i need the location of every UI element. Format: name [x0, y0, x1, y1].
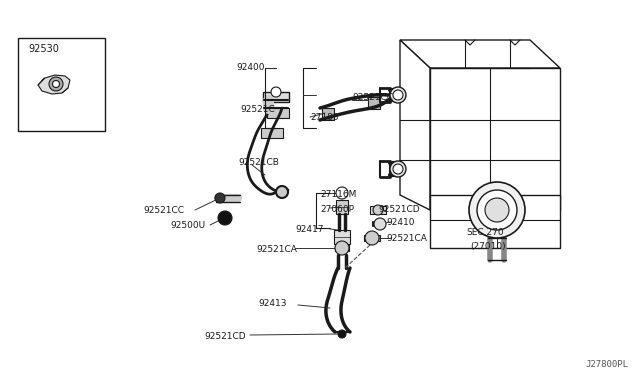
Circle shape — [271, 87, 281, 97]
Bar — [368, 97, 380, 109]
Bar — [322, 108, 334, 120]
Bar — [261, 128, 283, 138]
Text: 92410: 92410 — [386, 218, 415, 227]
Circle shape — [338, 330, 346, 338]
Bar — [334, 230, 350, 244]
Text: (27010): (27010) — [470, 242, 506, 251]
Bar — [370, 206, 386, 214]
Circle shape — [276, 186, 288, 198]
Text: 92521CA: 92521CA — [386, 234, 427, 243]
Text: 27185: 27185 — [310, 113, 339, 122]
Text: 92521CD: 92521CD — [204, 332, 246, 341]
Circle shape — [393, 90, 403, 100]
Text: 92500U: 92500U — [170, 221, 205, 230]
Circle shape — [390, 87, 406, 103]
Text: 92521CC: 92521CC — [143, 206, 184, 215]
Text: 92521C: 92521C — [240, 105, 275, 114]
Circle shape — [390, 161, 406, 177]
Circle shape — [469, 182, 525, 238]
Polygon shape — [430, 195, 560, 248]
Circle shape — [49, 77, 63, 91]
Text: 92521CD: 92521CD — [378, 205, 420, 214]
Circle shape — [215, 193, 225, 203]
Circle shape — [52, 80, 60, 87]
Text: SEC.270: SEC.270 — [466, 228, 504, 237]
Circle shape — [218, 211, 232, 225]
Bar — [267, 108, 289, 118]
Polygon shape — [430, 68, 560, 210]
Text: 92417: 92417 — [295, 225, 323, 234]
Text: 92521CC: 92521CC — [352, 93, 393, 102]
Circle shape — [374, 218, 386, 230]
Text: J27800PL: J27800PL — [585, 360, 628, 369]
Text: 92413: 92413 — [258, 299, 287, 308]
Bar — [263, 92, 289, 102]
Bar — [364, 235, 380, 241]
Bar — [18, 38, 105, 131]
Circle shape — [373, 205, 383, 215]
Text: 27060P: 27060P — [320, 205, 354, 214]
Circle shape — [336, 187, 348, 199]
Polygon shape — [38, 75, 70, 94]
Circle shape — [393, 164, 403, 174]
Text: 92521CB: 92521CB — [238, 158, 279, 167]
Text: 92521CA: 92521CA — [256, 245, 297, 254]
Circle shape — [477, 190, 517, 230]
Text: 92400: 92400 — [236, 63, 264, 72]
Bar — [335, 245, 349, 251]
Text: 27116M: 27116M — [320, 190, 356, 199]
Text: 92530: 92530 — [28, 44, 59, 54]
Polygon shape — [400, 40, 560, 68]
Circle shape — [485, 198, 509, 222]
Bar — [336, 200, 348, 214]
Circle shape — [335, 241, 349, 255]
Circle shape — [365, 231, 379, 245]
Polygon shape — [400, 40, 430, 210]
